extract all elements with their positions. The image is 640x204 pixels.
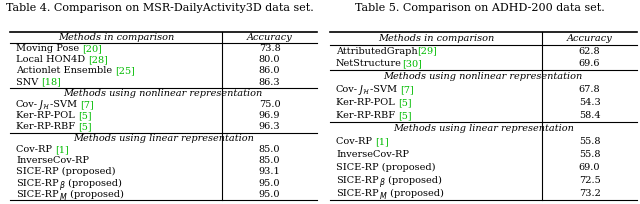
Text: $\beta$: $\beta$ [379,176,385,189]
Text: 75.0: 75.0 [259,100,280,109]
Text: 80.0: 80.0 [259,55,280,64]
Text: 85.0: 85.0 [259,156,280,165]
Text: $M$: $M$ [379,190,387,201]
Text: 73.8: 73.8 [259,44,280,53]
Text: 54.3: 54.3 [579,98,600,107]
Text: 86.3: 86.3 [259,78,280,87]
Text: $M$: $M$ [59,191,67,202]
Text: Actionlet Ensemble: Actionlet Ensemble [16,66,115,75]
Text: SICE-RP (proposed): SICE-RP (proposed) [16,167,115,176]
Text: [5]: [5] [398,111,412,120]
Text: SNV: SNV [16,78,42,87]
Text: Cov-RP: Cov-RP [16,145,55,154]
Text: 86.0: 86.0 [259,66,280,75]
Text: (proposed): (proposed) [387,189,444,198]
Text: SICE-RP: SICE-RP [16,190,59,199]
Text: 93.1: 93.1 [259,167,280,176]
Text: SICE-RP (proposed): SICE-RP (proposed) [336,163,435,172]
Text: 96.9: 96.9 [259,111,280,120]
Text: Moving Pose: Moving Pose [16,44,83,53]
Text: [5]: [5] [78,111,92,120]
Text: SICE-RP: SICE-RP [336,176,379,185]
Text: Local HON4D: Local HON4D [16,55,88,64]
Text: $\beta$: $\beta$ [59,179,65,192]
Text: (proposed): (proposed) [65,178,122,188]
Text: 85.0: 85.0 [259,145,280,154]
Text: 55.8: 55.8 [579,137,600,146]
Text: [7]: [7] [81,100,94,109]
Text: Ker-RP-RBF: Ker-RP-RBF [16,122,78,132]
Text: Methods using nonlinear representation: Methods using nonlinear representation [383,72,583,81]
Text: Cov-: Cov- [16,100,38,109]
Text: -SVM: -SVM [370,85,401,94]
Text: SICE-RP: SICE-RP [16,178,59,188]
Text: 55.8: 55.8 [579,150,600,159]
Text: [5]: [5] [398,98,412,107]
Text: 62.8: 62.8 [579,47,600,55]
Text: Methods using linear representation: Methods using linear representation [73,134,253,143]
Text: [18]: [18] [42,78,61,87]
Text: 95.0: 95.0 [259,190,280,199]
Text: [7]: [7] [401,85,414,94]
Text: 67.8: 67.8 [579,85,600,94]
Text: [30]: [30] [402,60,422,69]
Text: InverseCov-RP: InverseCov-RP [16,156,89,165]
Text: 96.3: 96.3 [259,122,280,132]
Text: 95.0: 95.0 [259,178,280,188]
Text: (proposed): (proposed) [385,176,442,185]
Text: SICE-RP: SICE-RP [336,189,379,198]
Text: 69.6: 69.6 [579,60,600,69]
Text: Methods in comparison: Methods in comparison [378,34,494,43]
Text: $J_{\mathcal{H}}$: $J_{\mathcal{H}}$ [358,83,370,97]
Text: 73.2: 73.2 [579,189,600,198]
Text: NetStructure: NetStructure [336,60,402,69]
Text: (proposed): (proposed) [67,190,124,199]
Text: [20]: [20] [83,44,102,53]
Text: Methods in comparison: Methods in comparison [58,33,174,42]
Text: 72.5: 72.5 [579,176,600,185]
Text: Accuracy: Accuracy [247,33,292,42]
Text: Methods using nonlinear representation: Methods using nonlinear representation [63,89,263,98]
Text: [5]: [5] [78,122,92,132]
Text: Cov-RP: Cov-RP [336,137,375,146]
Text: Ker-RP-RBF: Ker-RP-RBF [336,111,398,120]
Text: [28]: [28] [88,55,108,64]
Text: [1]: [1] [375,137,389,146]
Text: InverseCov-RP: InverseCov-RP [336,150,409,159]
Text: Accuracy: Accuracy [567,34,612,43]
Text: Methods using linear representation: Methods using linear representation [393,124,573,133]
Text: [1]: [1] [55,145,69,154]
Text: [29]: [29] [418,47,438,55]
Text: Cov-: Cov- [336,85,358,94]
Text: 58.4: 58.4 [579,111,600,120]
Text: -SVM: -SVM [50,100,81,109]
Text: Ker-RP-POL: Ker-RP-POL [16,111,78,120]
Text: Table 4. Comparison on MSR-DailyActivity3D data set.: Table 4. Comparison on MSR-DailyActivity… [6,3,314,13]
Text: 69.0: 69.0 [579,163,600,172]
Text: AttributedGraph: AttributedGraph [336,47,418,55]
Text: $J_{\mathcal{H}}$: $J_{\mathcal{H}}$ [38,98,50,112]
Text: Ker-RP-POL: Ker-RP-POL [336,98,398,107]
Text: Table 5. Comparison on ADHD-200 data set.: Table 5. Comparison on ADHD-200 data set… [355,3,605,13]
Text: [25]: [25] [115,66,135,75]
